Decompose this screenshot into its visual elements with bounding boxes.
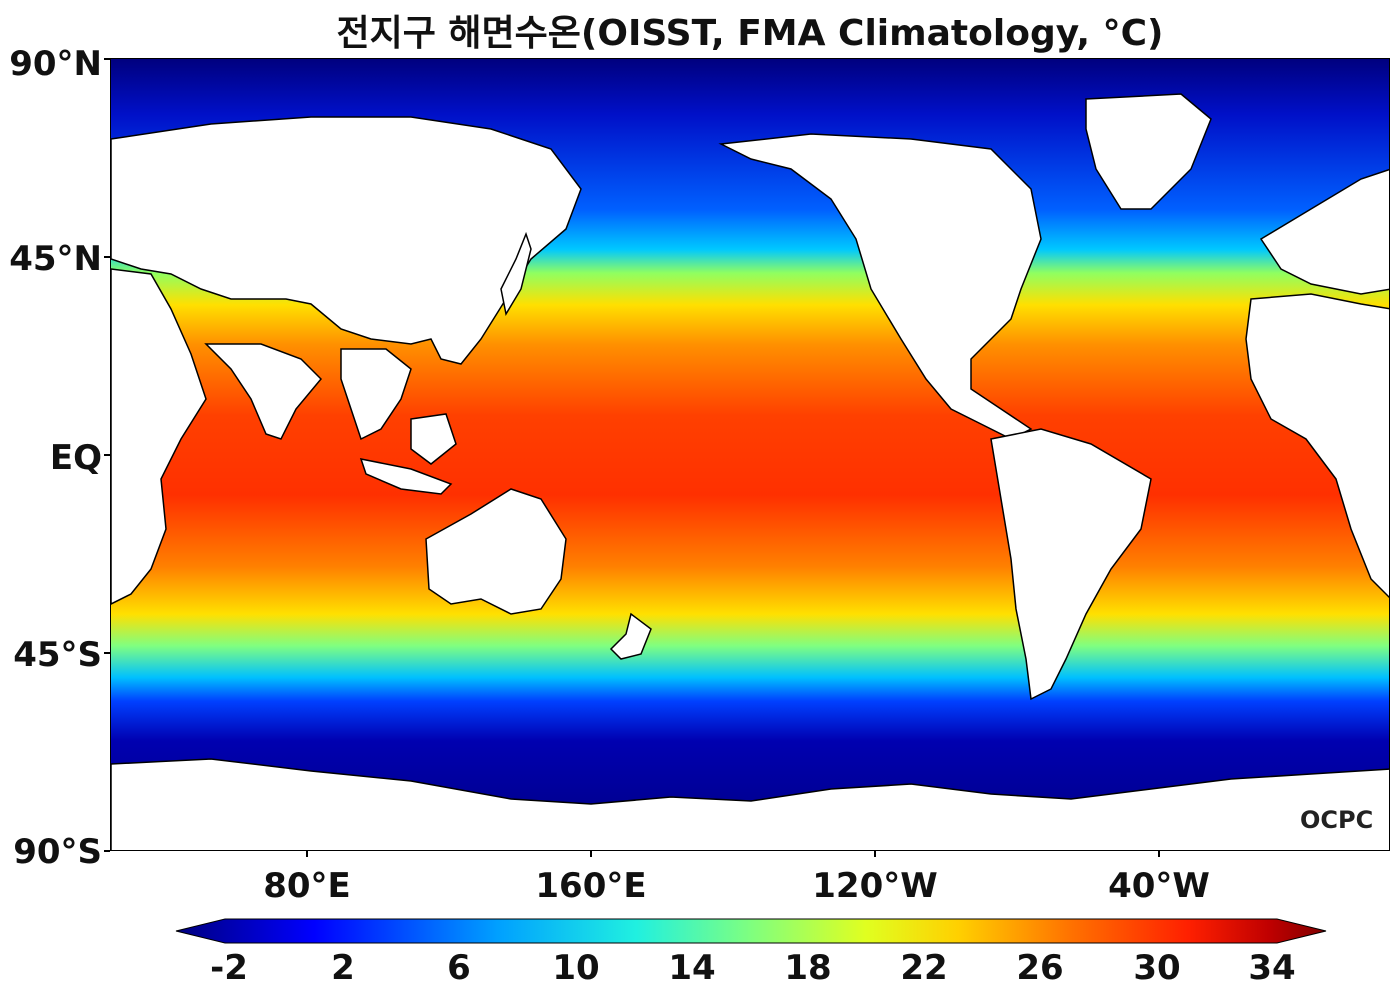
southeast-asia-landmass xyxy=(340,348,412,441)
lon-label-120w: 120°W xyxy=(812,866,938,906)
lon-label-80e: 80°E xyxy=(263,866,351,906)
lon-tick xyxy=(306,851,308,857)
antarctica-landmass xyxy=(111,758,1389,850)
australia-landmass xyxy=(425,488,567,615)
ocpc-logo: OCPC xyxy=(1300,806,1374,834)
colorbar-tick-label: 10 xyxy=(552,948,600,988)
colorbar-tick-label: 18 xyxy=(784,948,832,988)
lon-tick xyxy=(874,851,876,857)
india-landmass xyxy=(204,343,323,440)
lat-tick xyxy=(104,58,110,60)
land-masses xyxy=(111,93,1389,850)
colorbar-svg xyxy=(175,918,1327,944)
lat-label-eq: EQ xyxy=(49,438,102,478)
north-america-landmass xyxy=(718,133,1042,440)
greenland-landmass xyxy=(1085,93,1212,210)
lon-label-40w: 40°W xyxy=(1108,866,1210,906)
colorbar-bar xyxy=(175,918,1327,944)
lon-tick xyxy=(1158,851,1160,857)
new-zealand-islands xyxy=(609,612,652,660)
colorbar-tick-label: 6 xyxy=(447,948,471,988)
colorbar-tick-label: 34 xyxy=(1248,948,1296,988)
borneo-island xyxy=(410,413,457,465)
lon-label-160e: 160°E xyxy=(535,866,647,906)
lat-tick xyxy=(104,256,110,258)
lat-label-90n: 90°N xyxy=(9,44,102,84)
map-title: 전지구 해면수온(OISST, FMA Climatology, °C) xyxy=(336,13,1164,54)
colorbar-tick-label: 26 xyxy=(1016,948,1064,988)
west-africa-landmass xyxy=(1245,293,1389,599)
lon-tick xyxy=(590,851,592,857)
lat-tick xyxy=(104,652,110,654)
colorbar-tick-label: 30 xyxy=(1133,948,1181,988)
south-america-landmass xyxy=(990,428,1152,701)
colorbar-tick-label: 22 xyxy=(900,948,948,988)
lat-label-45s: 45°S xyxy=(13,635,102,675)
africa-landmass xyxy=(111,268,207,605)
lat-label-45n: 45°N xyxy=(9,239,102,279)
lat-label-90s: 90°S xyxy=(13,832,102,872)
sst-map xyxy=(110,58,1390,851)
europe-landmass xyxy=(1259,168,1389,295)
eurasia-landmass xyxy=(111,116,582,365)
sst-map-svg xyxy=(111,59,1389,850)
indonesia-islands xyxy=(359,458,453,495)
colorbar-tick-label: 14 xyxy=(668,948,716,988)
lat-tick xyxy=(104,454,110,456)
colorbar xyxy=(175,918,1327,944)
colorbar-tick-label: 2 xyxy=(331,948,355,988)
japan-islands xyxy=(500,231,532,317)
lat-tick xyxy=(104,850,110,852)
colorbar-tick-label: -2 xyxy=(210,948,248,988)
